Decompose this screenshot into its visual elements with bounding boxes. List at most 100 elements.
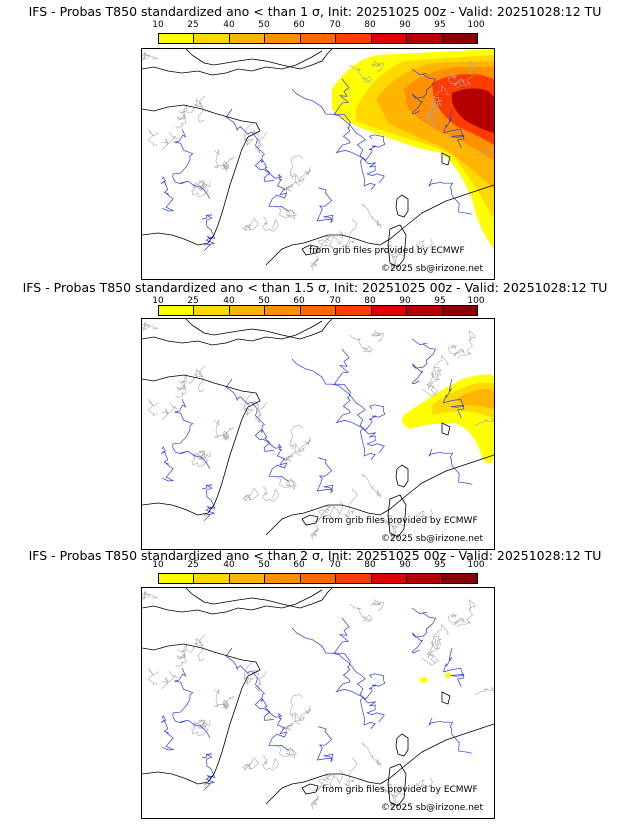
colorbar-tick-label: 70 xyxy=(329,20,341,30)
admin-border xyxy=(242,756,259,771)
admin-border xyxy=(213,149,235,168)
coastline xyxy=(142,319,494,536)
map-panel-3: IFS - Probas T850 standardized ano < tha… xyxy=(0,540,630,819)
river xyxy=(442,647,465,687)
colorbar-swatch xyxy=(336,34,372,43)
admin-border xyxy=(213,419,235,438)
colorbar xyxy=(158,573,478,584)
map-frame xyxy=(141,587,495,819)
colorbar-swatch xyxy=(229,306,266,315)
admin-border xyxy=(474,686,494,696)
river xyxy=(428,717,473,754)
admin-border xyxy=(474,147,494,157)
admin-border xyxy=(289,694,305,722)
admin-border xyxy=(289,425,305,453)
admin-border xyxy=(243,122,255,146)
admin-border xyxy=(274,744,297,759)
admin-border xyxy=(323,230,344,250)
river xyxy=(201,214,216,252)
admin-border xyxy=(147,128,159,147)
admin-border xyxy=(310,793,319,810)
river xyxy=(428,178,473,215)
admin-border xyxy=(261,486,279,502)
admin-border xyxy=(427,637,441,655)
map-svg xyxy=(142,319,494,541)
admin-border xyxy=(310,524,319,541)
river xyxy=(254,158,290,212)
colorbar-swatch xyxy=(300,34,337,43)
island xyxy=(395,733,409,757)
coastline xyxy=(142,49,494,266)
island xyxy=(441,152,451,166)
admin-border xyxy=(447,74,465,87)
colorbar-swatch xyxy=(407,34,443,43)
admin-border xyxy=(370,599,385,612)
colorbar-swatch xyxy=(371,34,408,43)
colorbar-swatch xyxy=(194,306,230,315)
river xyxy=(291,358,385,454)
river xyxy=(442,108,465,148)
colorbar-tick-label: 90 xyxy=(399,20,411,30)
credit-source: from grib files provided by ECMWF xyxy=(309,246,465,256)
colorbar-swatch xyxy=(336,306,372,315)
admin-border xyxy=(142,590,158,600)
island xyxy=(301,783,319,795)
admin-border xyxy=(221,430,230,441)
colorbar-tick-label: 60 xyxy=(293,296,305,306)
river xyxy=(316,726,334,763)
admin-border xyxy=(379,514,395,539)
colorbar-swatch xyxy=(229,34,266,43)
admin-border xyxy=(175,655,187,667)
admin-border xyxy=(447,613,465,626)
colorbar-swatch xyxy=(229,574,266,583)
colorbar-labels: 10 25 40 50 60 70 80 90 95 100 xyxy=(140,20,500,32)
admin-border xyxy=(281,720,301,734)
river xyxy=(411,68,437,115)
colorbar-swatch xyxy=(371,574,408,583)
admin-border xyxy=(175,386,187,398)
colorbar xyxy=(158,305,478,316)
colorbar-swatch xyxy=(442,574,477,583)
admin-border xyxy=(261,755,279,771)
coastline xyxy=(142,320,323,346)
colorbar-tick-label: 90 xyxy=(399,296,411,306)
credit-site: ©2025 sb@irizone.net xyxy=(381,534,483,544)
river xyxy=(172,398,211,469)
admin-border xyxy=(261,216,279,232)
river xyxy=(291,627,385,723)
map-frame xyxy=(141,48,495,280)
admin-border xyxy=(243,661,255,685)
colorbar-swatch xyxy=(371,306,408,315)
admin-border xyxy=(175,116,187,128)
island xyxy=(387,494,407,538)
colorbar-tick-label: 70 xyxy=(329,560,341,570)
river xyxy=(225,378,274,452)
island xyxy=(387,763,407,807)
coastline xyxy=(142,589,323,615)
admin-border xyxy=(427,368,441,386)
river xyxy=(333,78,362,158)
colorbar-tick-label: 90 xyxy=(399,560,411,570)
admin-border xyxy=(243,392,255,416)
river xyxy=(201,484,216,522)
admin-border xyxy=(313,775,332,791)
river xyxy=(225,108,274,182)
admin-border xyxy=(379,244,395,269)
admin-border xyxy=(191,719,208,735)
colorbar xyxy=(158,33,478,44)
colorbar-labels: 10 25 40 50 60 70 80 90 95 100 xyxy=(140,296,500,308)
island xyxy=(301,514,319,526)
admin-border xyxy=(433,84,449,108)
admin-border xyxy=(191,180,208,196)
colorbar-tick-label: 80 xyxy=(364,296,376,306)
map-frame xyxy=(141,318,495,550)
admin-border xyxy=(456,599,476,628)
colorbar-tick-label: 100 xyxy=(467,20,485,30)
colorbar-swatch xyxy=(407,306,443,315)
admin-border xyxy=(361,742,381,768)
river xyxy=(333,348,362,428)
river xyxy=(160,176,175,212)
admin-border xyxy=(253,400,267,424)
island xyxy=(395,464,409,488)
admin-border xyxy=(349,334,373,353)
